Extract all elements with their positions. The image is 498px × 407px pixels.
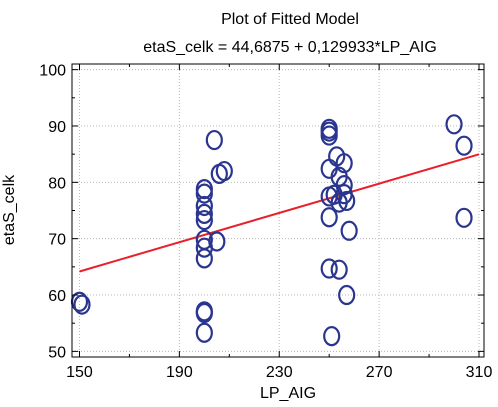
- data-point: [320, 125, 338, 146]
- y-tick-label: 70: [48, 232, 66, 249]
- y-tick-label: 80: [48, 175, 66, 192]
- data-point: [338, 284, 356, 306]
- data-point: [195, 248, 213, 269]
- x-tick-label: 270: [366, 364, 393, 381]
- grid-lines: [72, 64, 484, 357]
- fit-line-layer: [79, 153, 480, 273]
- y-axis-label: etaS_celk: [1, 174, 18, 245]
- x-ticks: 150 190 230 270 310: [66, 64, 492, 381]
- data-point: [335, 153, 353, 174]
- y-tick-label: 90: [48, 119, 66, 136]
- y-tick-label: 100: [39, 63, 66, 80]
- data-point: [335, 175, 353, 196]
- x-axis-label: LP_AIG: [260, 385, 316, 402]
- data-point: [195, 183, 213, 204]
- data-point: [338, 190, 356, 212]
- data-point: [320, 207, 338, 228]
- data-point: [73, 294, 91, 315]
- data-point: [195, 195, 213, 217]
- y-tick-label: 60: [48, 288, 66, 305]
- plot-frame: [71, 63, 485, 358]
- chart-subtitle: etaS_celk = 44,6875 + 0,129933*LP_AIG: [143, 39, 437, 56]
- data-point: [323, 326, 341, 347]
- data-point: [320, 258, 338, 279]
- x-tick-label: 230: [266, 364, 293, 381]
- x-tick-label: 310: [466, 364, 493, 381]
- fit-line: [79, 153, 480, 273]
- data-point: [340, 220, 358, 241]
- x-tick-label: 190: [166, 364, 193, 381]
- data-point: [195, 322, 213, 343]
- data-point: [205, 129, 223, 151]
- data-point: [445, 114, 463, 135]
- data-point: [330, 259, 348, 280]
- data-point: [455, 135, 473, 156]
- data-point: [195, 203, 213, 224]
- data-point: [195, 209, 213, 231]
- data-point: [455, 207, 473, 228]
- x-tick-label: 150: [66, 364, 93, 381]
- data-point: [215, 160, 233, 182]
- points-layer: [70, 114, 473, 347]
- data-point: [208, 231, 226, 252]
- data-point: [195, 302, 213, 324]
- chart-title: Plot of Fitted Model: [221, 11, 359, 28]
- y-tick-label: 50: [48, 344, 66, 361]
- y-ticks: 50 60 70 80 90 100: [39, 63, 484, 361]
